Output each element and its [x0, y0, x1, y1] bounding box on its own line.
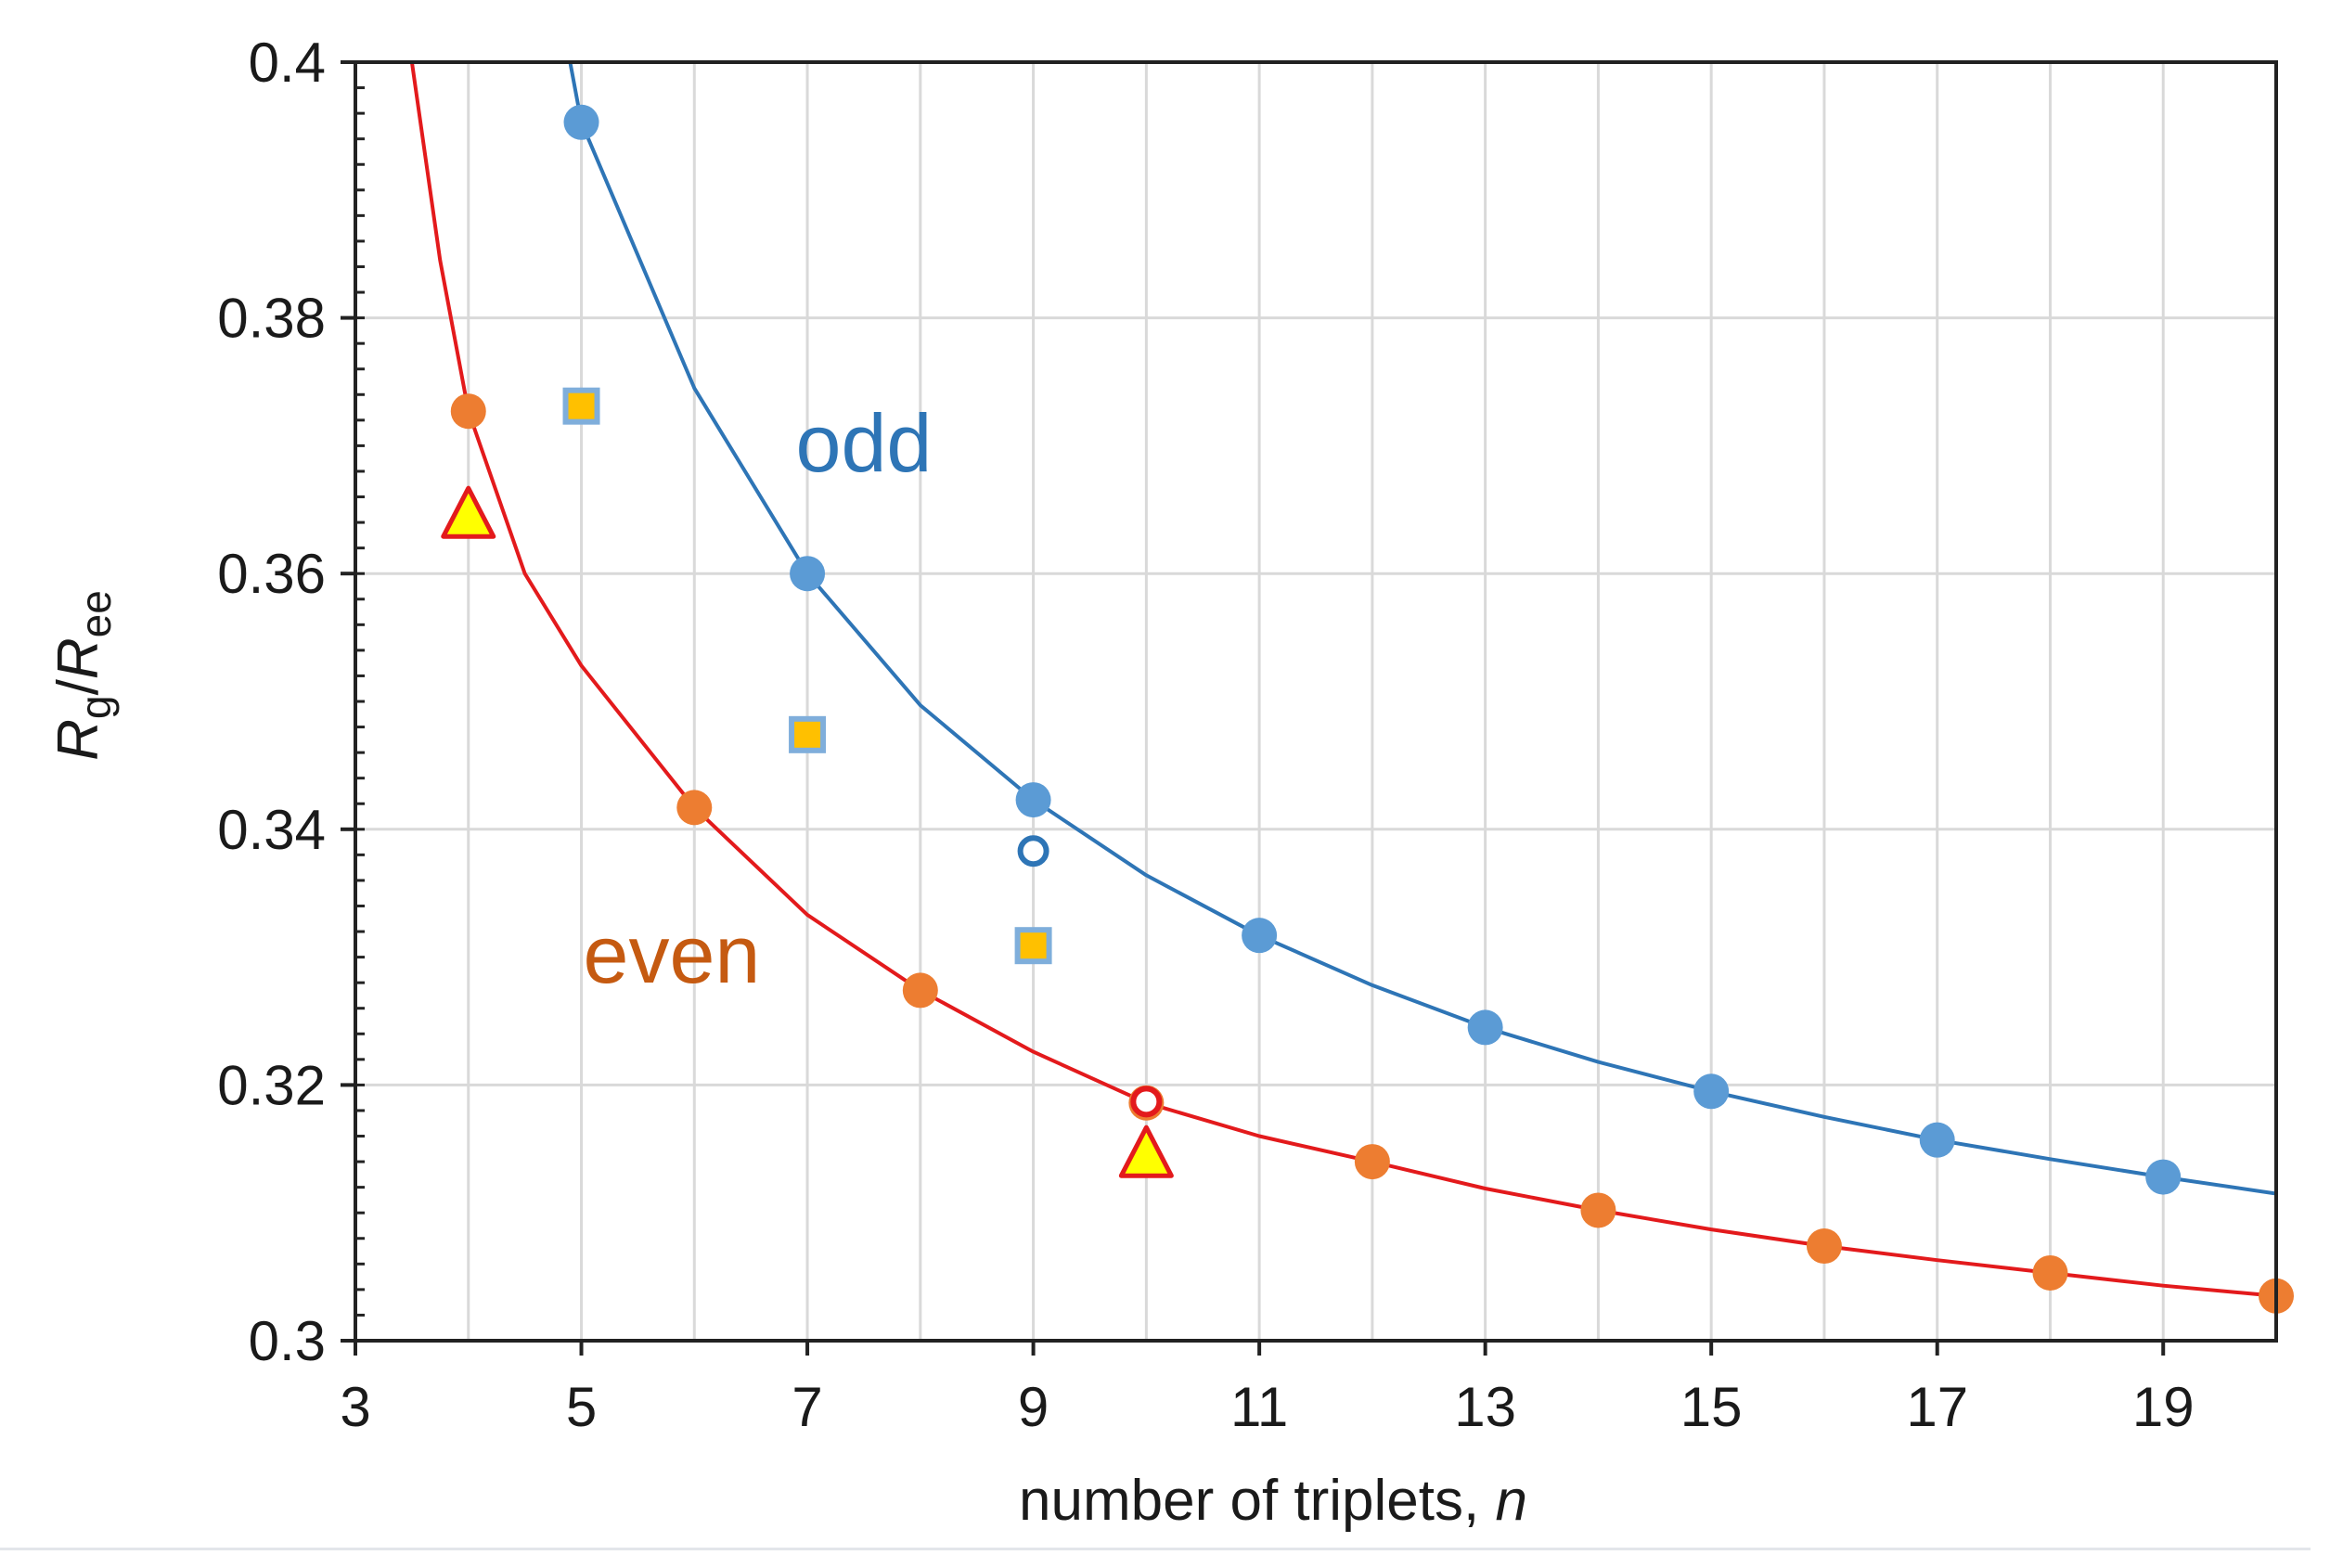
data-point	[1354, 1144, 1390, 1180]
x-tick-label: 5	[566, 1376, 597, 1438]
open-circle-point	[1017, 835, 1049, 868]
triangle-point	[441, 485, 496, 539]
square-point	[1014, 927, 1052, 965]
x-tick-label: 17	[1906, 1376, 1968, 1438]
open-circle-point	[1130, 1086, 1163, 1118]
data-point	[1015, 782, 1051, 818]
data-point	[676, 790, 713, 826]
data-point	[1242, 918, 1278, 954]
annotation-even: even	[584, 908, 761, 1000]
y-axis-label: Rg/Ree	[46, 590, 120, 761]
y-tick-label: 0.36	[217, 543, 326, 605]
data-point	[1693, 1073, 1730, 1110]
x-tick-label: 3	[340, 1376, 370, 1438]
data-point	[1919, 1122, 1955, 1158]
x-tick-label: 9	[1018, 1376, 1049, 1438]
data-point	[902, 972, 938, 1009]
fit-line-odd-fit	[568, 62, 2276, 1196]
bottom-divider	[0, 1548, 2311, 1550]
axes: 0.3 0.32 0.34 0.36 0.38 0.4 3 5 7 9 11 13 15 17 19	[217, 32, 2278, 1438]
data-point	[2032, 1254, 2068, 1291]
fit-line-even-fit	[409, 62, 2276, 1298]
y-tick-label: 0.3	[249, 1310, 326, 1372]
annotation-odd: odd	[796, 397, 933, 489]
x-axis-label: number of triplets, n	[1019, 1469, 1527, 1533]
data-point	[450, 393, 486, 430]
square-point	[789, 715, 827, 753]
data-point	[1580, 1192, 1616, 1228]
data-point	[790, 556, 826, 592]
x-tick-label: 7	[792, 1376, 822, 1438]
square-point	[562, 387, 600, 425]
x-tick-label: 13	[1454, 1376, 1516, 1438]
triangle-point	[1118, 1125, 1174, 1178]
data-point	[2145, 1159, 2182, 1195]
data-point	[1467, 1009, 1503, 1046]
y-tick-label: 0.34	[217, 799, 326, 861]
y-tick-label: 0.4	[249, 32, 326, 94]
plot-frame	[354, 60, 2278, 1343]
plot-area: odd even	[409, 62, 2294, 1314]
x-tick-label: 11	[1230, 1376, 1288, 1438]
x-tick-label: 19	[2132, 1376, 2195, 1438]
x-axis-label-variable: n	[1495, 1469, 1526, 1533]
x-tick-label: 15	[1680, 1376, 1743, 1438]
data-point	[1806, 1228, 1842, 1265]
y-tick-label: 0.32	[217, 1054, 326, 1116]
y-tick-label: 0.38	[217, 288, 326, 350]
data-point	[563, 104, 599, 140]
